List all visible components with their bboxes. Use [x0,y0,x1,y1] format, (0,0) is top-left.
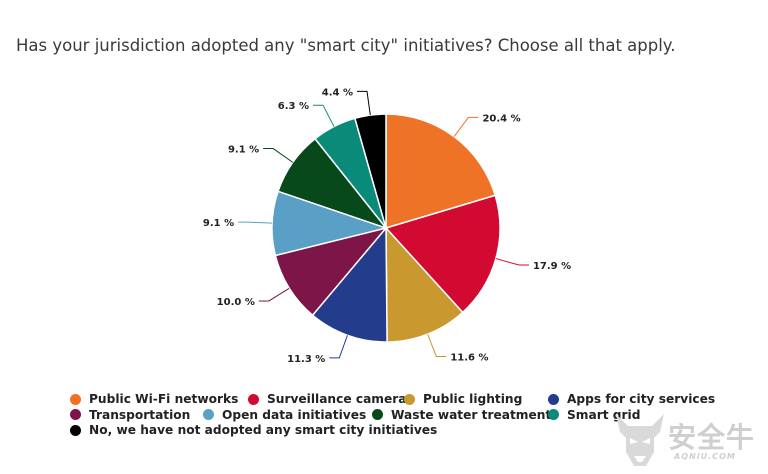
pie-slice-public-wi-fi-networks[interactable] [385,113,497,230]
data-label: 10.0 % [217,297,255,308]
data-label: 9.1 % [228,145,259,156]
legend-label: Apps for city services [567,392,716,406]
leader-line [329,335,348,359]
legend-swatch-dot [372,409,383,420]
legend-item-open-data-initiatives[interactable]: Open data initiatives [203,408,366,422]
legend-swatch-dot [70,424,81,436]
data-label: 11.3 % [287,354,325,365]
legend-swatch-dot [203,409,214,420]
data-label: 9.1 % [203,218,234,229]
bull-head-icon [616,414,664,466]
legend-item-surveillance-cameras[interactable]: Surveillance cameras [248,392,414,406]
legend-swatch-dot [404,393,415,405]
leader-line [453,116,479,137]
legend-swatch-dot [70,409,81,420]
watermark-text-cn: 安全牛 [668,421,756,454]
data-label: 20.4 % [482,113,520,124]
legend-item-smart-grid[interactable]: Smart grid [548,408,640,422]
leader-line [427,333,447,357]
leader-line [263,148,294,163]
legend-swatch-dot [548,409,559,420]
legend-item-apps-for-city-services[interactable]: Apps for city services [548,392,715,406]
legend-item-not-adopted[interactable]: No, we have not adopted any smart city i… [70,423,437,437]
legend-label: Public Wi-Fi networks [89,392,239,406]
legend-swatch-dot [248,393,259,405]
data-label: 11.6 % [450,352,488,363]
legend-label: Surveillance cameras [267,392,414,406]
legend-item-transportation[interactable]: Transportation [70,408,190,422]
leader-line [238,221,273,224]
legend-label: Waste water treatment [391,407,552,422]
legend-swatch-dot [70,393,81,405]
legend-label: Smart grid [567,407,641,422]
pie-slice-apps-for-city-services[interactable] [311,225,388,343]
legend-label: Transportation [89,407,191,422]
legend-label: No, we have not adopted any smart city i… [89,423,438,437]
watermark-text-en: AQNIU.COM [674,452,736,461]
legend-item-public-wifi[interactable]: Public Wi-Fi networks [70,392,238,406]
legend-swatch-dot [548,393,559,405]
pie-slice-surveillance-cameras[interactable] [384,194,501,314]
data-label: 4.4 % [322,87,353,98]
chart-title: Has your jurisdiction adopted any "smart… [16,36,676,55]
leader-line [258,287,290,302]
legend-label: Public lighting [423,392,523,406]
legend-item-waste-water-treatment[interactable]: Waste water treatment [372,408,551,422]
pie-slice-transportation[interactable] [274,226,389,317]
data-label: 6.3 % [278,101,309,112]
watermark-logo: 安全牛 AQNIU.COM [612,408,762,470]
legend-item-public-lighting[interactable]: Public lighting [404,392,522,406]
leader-line [357,90,371,116]
leader-line [495,258,529,266]
data-label: 17.9 % [533,261,571,272]
legend-label: Open data initiatives [222,407,367,422]
leader-line [313,104,335,127]
